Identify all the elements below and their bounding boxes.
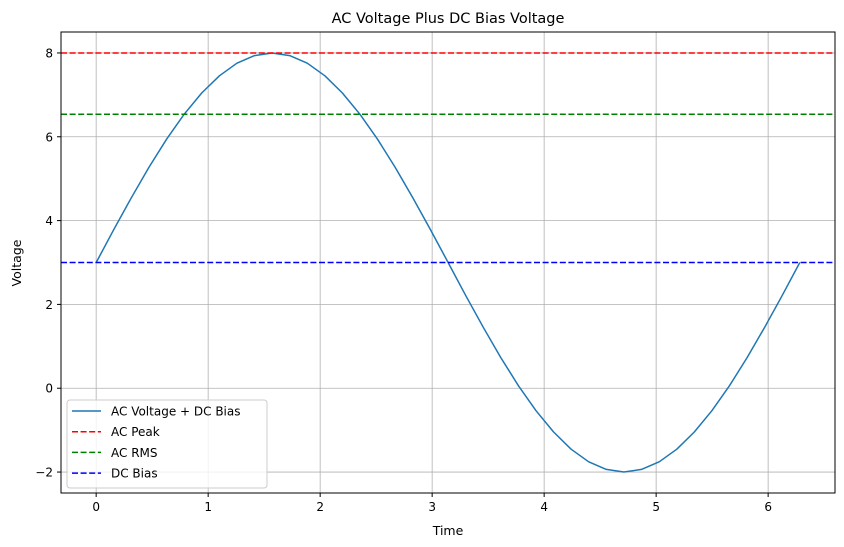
x-tick-label: 2 xyxy=(316,500,324,514)
x-tick-label: 0 xyxy=(92,500,100,514)
x-tick-label: 3 xyxy=(428,500,436,514)
legend-label-ac-peak: AC Peak xyxy=(111,425,160,439)
y-ticks: −2 0 2 4 6 8 xyxy=(35,46,61,480)
legend-label-ac-voltage-dc-bias: AC Voltage + DC Bias xyxy=(111,405,241,419)
axes-frame xyxy=(60,31,836,494)
y-tick-label: 4 xyxy=(45,214,53,228)
chart-title: AC Voltage Plus DC Bias Voltage xyxy=(332,11,565,27)
y-axis-label: Voltage xyxy=(9,239,24,286)
legend-box xyxy=(66,399,268,489)
y-tick-label: 2 xyxy=(45,298,53,312)
y-tick-label: 8 xyxy=(45,46,53,60)
legend-label-ac-rms: AC RMS xyxy=(111,446,158,460)
y-tick-label: 0 xyxy=(45,382,53,396)
x-ticks: 0 1 2 3 4 5 6 xyxy=(92,493,772,514)
y-tick-label: −2 xyxy=(35,466,53,480)
x-tick-label: 1 xyxy=(204,500,212,514)
y-tick-label: 6 xyxy=(45,130,53,144)
x-tick-label: 6 xyxy=(764,500,772,514)
x-axis-label: Time xyxy=(432,523,464,538)
plot-lines xyxy=(61,52,835,473)
x-tick-label: 5 xyxy=(652,500,660,514)
legend: AC Voltage + DC Bias AC Peak AC RMS DC Bias xyxy=(66,399,268,489)
legend-label-dc-bias: DC Bias xyxy=(111,467,158,481)
x-tick-label: 4 xyxy=(540,500,548,514)
